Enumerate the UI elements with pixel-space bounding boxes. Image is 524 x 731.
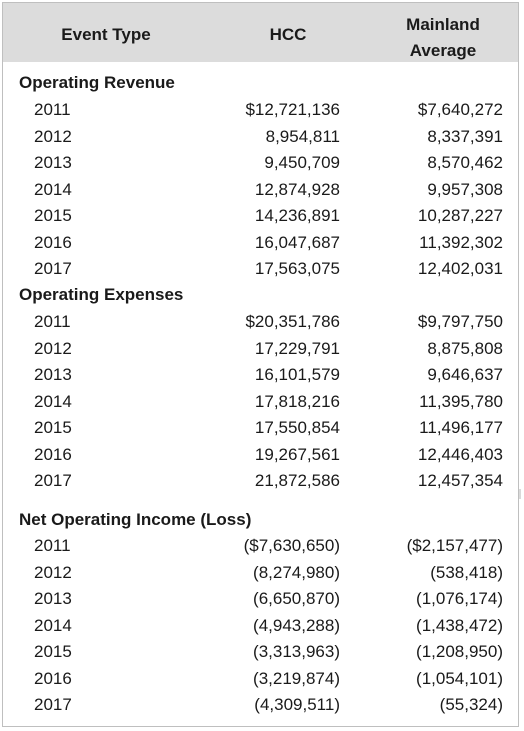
avg-cell: 11,395,780 (419, 391, 503, 411)
hcc-cell: 12,874,928 (254, 179, 340, 199)
table-row: 2017 17,563,075 12,402,031 (0, 256, 524, 283)
hcc-cell: $12,721,136 (245, 100, 340, 119)
year-cell: 2017 (34, 471, 72, 490)
avg-cell: (1,076,174) (416, 589, 503, 608)
avg-cell: 12,457,354 (417, 471, 503, 490)
year-cell: 2016 (34, 232, 72, 252)
year-cell: 2015 (34, 206, 72, 225)
table-row: 2017 21,872,586 12,457,354 (0, 468, 524, 495)
header-mainland-average: Mainland Average (368, 12, 518, 64)
header-mainland-line1: Mainland (406, 15, 480, 34)
year-cell: 2012 (34, 338, 72, 358)
year-cell: 2016 (34, 444, 72, 464)
avg-cell: 9,957,308 (427, 179, 503, 199)
scroll-tick (519, 489, 521, 499)
table-row: 2016 (3,219,874) (1,054,101) (0, 666, 524, 693)
hcc-cell: (3,313,963) (253, 642, 340, 661)
table-row: 2015 17,550,854 11,496,177 (0, 415, 524, 442)
hcc-cell: 17,818,216 (254, 391, 340, 411)
table-row: 2011 $12,721,136 $7,640,272 (0, 97, 524, 124)
avg-cell: (538,418) (430, 562, 503, 582)
avg-cell: 8,875,808 (427, 338, 503, 358)
table-row: 2014 (4,943,288) (1,438,472) (0, 613, 524, 640)
table-row: 2011 $20,351,786 $9,797,750 (0, 309, 524, 336)
table-row: 2012 8,954,811 8,337,391 (0, 124, 524, 151)
hcc-cell: $20,351,786 (245, 312, 340, 331)
table-row: 2016 16,047,687 11,392,302 (0, 230, 524, 257)
avg-cell: ($2,157,477) (406, 536, 503, 555)
hcc-cell: (3,219,874) (253, 668, 340, 688)
avg-cell: 12,446,403 (417, 444, 503, 464)
avg-cell: 9,646,637 (427, 365, 503, 384)
table-row: 2013 16,101,579 9,646,637 (0, 362, 524, 389)
table-row: 2011 ($7,630,650) ($2,157,477) (0, 533, 524, 560)
hcc-cell: 19,267,561 (254, 444, 340, 464)
table-row: 2015 14,236,891 10,287,227 (0, 203, 524, 230)
table-row: 2014 17,818,216 11,395,780 (0, 389, 524, 416)
year-cell: 2011 (34, 100, 71, 119)
avg-cell: $7,640,272 (417, 100, 503, 119)
hcc-cell: 16,047,687 (254, 232, 340, 252)
year-cell: 2015 (34, 642, 72, 661)
table-row: 2014 12,874,928 9,957,308 (0, 177, 524, 204)
year-cell: 2014 (34, 179, 72, 199)
year-cell: 2012 (34, 126, 72, 146)
hcc-cell: 16,101,579 (254, 365, 340, 384)
table-row: 2013 (6,650,870) (1,076,174) (0, 586, 524, 613)
year-cell: 2015 (34, 418, 72, 437)
year-cell: 2014 (34, 615, 72, 635)
avg-cell: (1,438,472) (416, 615, 503, 635)
table-row: 2012 17,229,791 8,875,808 (0, 336, 524, 363)
hcc-cell: (6,650,870) (253, 589, 340, 608)
section-title-net-operating-income: Net Operating Income (Loss) (19, 510, 252, 529)
hcc-cell: 21,872,586 (254, 471, 340, 490)
table-row: 2012 (8,274,980) (538,418) (0, 560, 524, 587)
hcc-cell: 9,450,709 (264, 153, 340, 172)
year-cell: 2012 (34, 562, 72, 582)
hcc-cell: 17,550,854 (254, 418, 340, 437)
hcc-cell: (4,943,288) (253, 615, 340, 635)
header-mainland-line2: Average (409, 41, 477, 60)
table-frame (2, 2, 519, 727)
hcc-cell: 17,563,075 (254, 259, 340, 278)
year-cell: 2013 (34, 365, 72, 384)
year-cell: 2013 (34, 153, 72, 172)
avg-cell: (55,324) (439, 695, 503, 714)
table-row: 2015 (3,313,963) (1,208,950) (0, 639, 524, 666)
year-cell: 2017 (34, 259, 72, 278)
avg-cell: 8,570,462 (427, 153, 503, 172)
year-cell: 2011 (34, 536, 71, 555)
table-row: 2016 19,267,561 12,446,403 (0, 442, 524, 469)
section-title-operating-revenue: Operating Revenue (19, 73, 175, 92)
avg-cell: 12,402,031 (417, 259, 503, 278)
section-title-operating-expenses: Operating Expenses (19, 285, 184, 304)
header-hcc: HCC (269, 25, 307, 44)
avg-cell: (1,054,101) (416, 668, 503, 688)
hcc-cell: ($7,630,650) (243, 536, 340, 555)
year-cell: 2013 (34, 589, 72, 608)
hcc-cell: 14,236,891 (254, 206, 340, 225)
table-row: 2017 (4,309,511) (55,324) (0, 692, 524, 719)
year-cell: 2016 (34, 668, 72, 688)
avg-cell: $9,797,750 (417, 312, 503, 331)
hcc-cell: 8,954,811 (265, 126, 340, 146)
avg-cell: (1,208,950) (416, 642, 503, 661)
avg-cell: 10,287,227 (417, 206, 503, 225)
year-cell: 2017 (34, 695, 72, 714)
hcc-cell: 17,229,791 (254, 338, 340, 358)
hcc-cell: (8,274,980) (253, 562, 340, 582)
year-cell: 2014 (34, 391, 72, 411)
avg-cell: 11,392,302 (419, 232, 503, 252)
hcc-cell: (4,309,511) (254, 695, 340, 714)
table-row: 2013 9,450,709 8,570,462 (0, 150, 524, 177)
avg-cell: 11,496,177 (419, 418, 503, 437)
avg-cell: 8,337,391 (427, 126, 503, 146)
header-event-type: Event Type (61, 25, 151, 44)
table-header: Event Type HCC Mainland Average (3, 3, 518, 62)
year-cell: 2011 (34, 312, 71, 331)
